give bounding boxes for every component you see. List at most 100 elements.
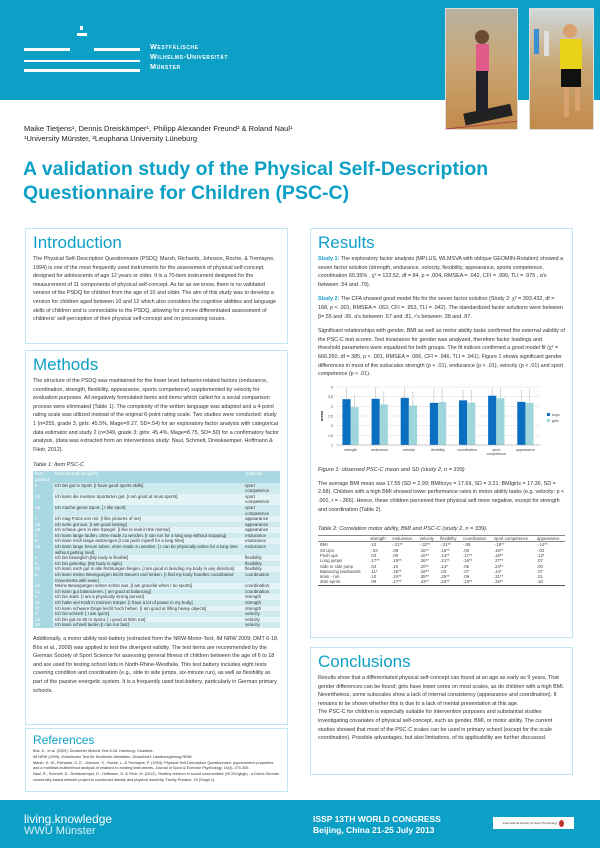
table2-cell: -.32**	[419, 542, 431, 548]
table2-cell: .24**	[493, 563, 504, 569]
table1-row: 7 Ich mag Fotos von mir. [I like pictures…	[33, 516, 280, 522]
item-subscale: sport competence	[245, 504, 270, 516]
study2-text: Study 2: The CFA showed good model fits …	[318, 296, 563, 320]
table2-cell: .09	[392, 547, 399, 553]
item-position: 14	[33, 583, 53, 589]
x-tick-label: endurance	[371, 448, 388, 452]
table1-row: 18 Ich kann lange herum toben, ohne müde …	[33, 544, 280, 556]
references-section: References Bös, K., et al. (2009). Deuts…	[25, 728, 288, 792]
table2-header-cell: sport competence	[491, 535, 535, 543]
x-tick-label: coordination	[457, 448, 477, 452]
item-subscale: flexibility	[245, 560, 262, 566]
methods-text-2: Additionally, a motor ability test-batte…	[33, 635, 279, 694]
item-subscale: velocity	[245, 611, 260, 617]
item-text: Ich kann die meisten Sportarten gut. [I …	[55, 493, 178, 499]
item-position: 21	[33, 588, 53, 595]
table2-cell: .16**	[419, 552, 429, 558]
item-subscale: appearance	[245, 516, 269, 522]
table2-cell: .17**	[463, 552, 473, 558]
table2-row-label: BMI	[320, 542, 328, 548]
item-position: 5	[33, 572, 53, 584]
table1-row: 4 Ich bin beweglich.[My body is flexible]…	[33, 555, 280, 561]
table1-header-cell: subscale	[243, 471, 280, 483]
item-position: 7	[33, 516, 53, 522]
item-text: Ich kann lange herum toben, ohne müde zu…	[55, 544, 238, 555]
poster-title: A validation study of the Physical Self-…	[23, 158, 489, 204]
author-affiliations: ¹University Münster, ²Leuphana Universit…	[24, 134, 198, 143]
table1-caption: Table 1: Item PSC-C	[33, 462, 85, 469]
table2-caption: Table 2: Correlation motor ability, BMI …	[318, 526, 488, 533]
item-subscale: strength	[245, 605, 262, 611]
bar-boys	[488, 395, 497, 445]
university-logo: Westfälische Wilhelms-Universität Münste…	[24, 24, 254, 84]
table2-row: Side to side jump .04 .10 .20** .14* .06 .24**…	[318, 564, 565, 569]
results-heading: Results	[318, 233, 375, 252]
logo-line-3: Münster	[150, 62, 181, 71]
item-text: Ich sehe gut aus. [I am good looking]	[55, 521, 127, 527]
table2-cell: .21**	[440, 558, 450, 564]
table1-row: 17 Ich kann schwere Dinge leicht hoch heb…	[33, 605, 280, 612]
table2-cell: -.21**	[440, 542, 451, 548]
legend-label-boys: boys	[552, 413, 560, 417]
item-subscale: coordination	[245, 583, 270, 589]
table2-header-cell: velocity	[417, 535, 439, 543]
table1-row: 14 Meine Bewegungen sehen schön aus. [I a…	[33, 583, 280, 589]
table2-cell: .03	[440, 568, 447, 574]
introduction-section: Introduction The Physical Self-Descripti…	[25, 228, 288, 344]
table2-cell: .25**	[440, 574, 450, 580]
issp-logo: International Society of Sport Psycholog…	[493, 817, 574, 829]
item-position: 10	[33, 493, 53, 505]
table2-row: Sit Ups -.03 .09 .16** .16** .03 .16** -.02	[318, 548, 565, 553]
bar-girls	[467, 402, 476, 445]
bar-girls	[379, 404, 388, 445]
table2-cell: -.18**	[493, 542, 505, 548]
item-position: 18	[33, 544, 53, 556]
table2-cell: .07	[536, 558, 543, 564]
item-table: item-position Item German [english] subsca…	[33, 471, 280, 628]
reference-item: Bös, K., et al. (2009). Deutscher Motori…	[33, 749, 154, 753]
item-text: Ich kann meine Bewegungen leicht steuern…	[55, 572, 234, 583]
logo-line-2: Wilhelms-Universität	[150, 52, 229, 61]
bar-boys	[371, 398, 380, 445]
table2-cell: .09	[392, 552, 399, 558]
item-subscale: sport competence	[245, 482, 270, 494]
item-text: Ich bin gut in Sport. [I have good sport…	[55, 482, 144, 488]
table2-cell: -.14**	[536, 542, 548, 548]
authors: Maike Tietjens¹, Dennis Dreiskämper¹, Ph…	[24, 124, 292, 144]
item-subscale: flexibility	[245, 566, 262, 572]
table2-cell: .03	[463, 547, 470, 553]
table2-row: Push ups .03 .09 .16** .14** .17** .19** .13*	[318, 553, 565, 558]
y-axis-label: mean	[319, 410, 324, 421]
table2-row-label: Push ups	[320, 552, 338, 558]
bar-boys	[400, 397, 409, 445]
methods-section: Methods The structure of the PSDQ was ma…	[25, 350, 288, 725]
conclusions-section: Conclusions Results show that a differen…	[310, 647, 573, 775]
item-subscale: strength	[245, 594, 262, 600]
item-subscale: flexibility	[245, 555, 262, 561]
table2-cell: .10	[536, 579, 543, 585]
table2-cell: .07	[536, 568, 543, 574]
legend-swatch-girls	[547, 418, 550, 422]
bar-boys	[458, 400, 468, 445]
item-position: 17	[33, 605, 53, 612]
table1-row: 12 Ich bin gut im 50 m Sprint. [ I good a…	[33, 616, 280, 623]
y-tick-label: 4	[331, 385, 333, 389]
introduction-text: The Physical Self-Description Questionna…	[33, 256, 277, 323]
y-tick-label: 1	[331, 443, 333, 447]
bar-boys	[429, 402, 438, 445]
conclusions-text-2: The PSC-C for children is especially sui…	[318, 709, 553, 742]
bar-girls	[525, 402, 534, 445]
conclusions-heading: Conclusions	[318, 652, 411, 671]
item-position: 8	[33, 538, 53, 545]
item-position: 15	[33, 566, 53, 573]
bar-boys	[342, 398, 351, 445]
table2-cell: .06	[463, 563, 470, 569]
table2-cell: .23**	[440, 579, 450, 585]
item-text: Ich schaue gern in den Spiegel. [I like …	[55, 527, 170, 533]
bar-girls	[496, 397, 505, 445]
table2-cell: .07	[463, 568, 470, 574]
table2-cell: .00	[536, 563, 543, 569]
table2-row: Balancing backwards .11* .15** .18** .03 .07.…	[318, 569, 565, 574]
item-position: 3	[33, 611, 53, 617]
item-text: Ich kann lange laufen, ohne müde zu werd…	[55, 532, 227, 538]
